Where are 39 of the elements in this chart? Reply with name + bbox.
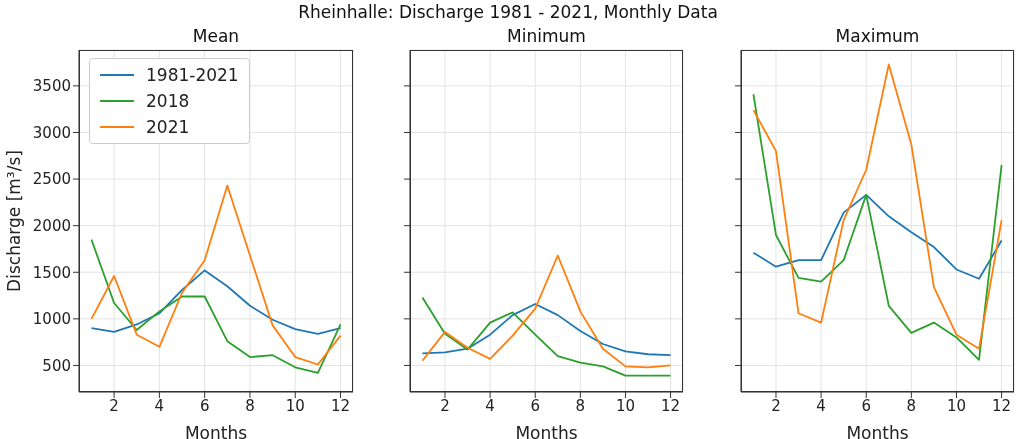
x-tick-label: 12 bbox=[661, 396, 681, 415]
text: Rheinhalle: Discharge 1981 - 2021, Monthly Data bbox=[297, 2, 719, 22]
x-tick-label: 6 bbox=[530, 396, 540, 415]
y-tick-label: 2500 bbox=[32, 170, 71, 189]
x-tick-label: 2 bbox=[109, 396, 119, 415]
x-tick-label: 10 bbox=[285, 396, 305, 415]
y-tick-label: 500 bbox=[42, 356, 71, 375]
x-tick-label: 12 bbox=[992, 396, 1012, 415]
x-tick-label: 4 bbox=[485, 396, 495, 415]
chart-title: Maximum bbox=[834, 26, 921, 46]
x-tick-label: 6 bbox=[861, 396, 871, 415]
x-axis-title: Months bbox=[184, 423, 248, 439]
y-axis-title: Discharge [m³/s] bbox=[4, 150, 25, 292]
x-tick-label: 10 bbox=[615, 396, 636, 415]
x-tick-label: 2 bbox=[771, 396, 781, 415]
x-tick-label: 12 bbox=[331, 396, 351, 415]
x-tick-label: 6 bbox=[199, 396, 210, 415]
y-tick-label: 1500 bbox=[32, 263, 71, 282]
x-tick-label: 8 bbox=[906, 396, 917, 415]
chart-title: Minimum bbox=[506, 26, 587, 46]
y-tick-label: 1000 bbox=[32, 310, 71, 329]
y-tick-label: 3000 bbox=[32, 123, 71, 142]
line-series bbox=[90, 184, 342, 366]
chart-title: Mean bbox=[191, 26, 241, 46]
legend-label: 2021 bbox=[146, 116, 190, 139]
y-tick-label: 3500 bbox=[32, 77, 71, 96]
x-axis-title: Months bbox=[515, 423, 578, 439]
legend-label: 1981-2021 bbox=[146, 64, 239, 87]
legend-label: 2018 bbox=[146, 90, 190, 113]
x-tick-label: 4 bbox=[154, 396, 165, 415]
x-tick-label: 2 bbox=[440, 396, 450, 415]
x-axis-title: Months bbox=[846, 423, 909, 439]
x-tick-label: 4 bbox=[816, 396, 826, 415]
line-series bbox=[90, 238, 342, 374]
line-series bbox=[90, 269, 342, 335]
x-tick-label: 10 bbox=[946, 396, 967, 415]
x-tick-label: 8 bbox=[245, 396, 255, 415]
x-tick-label: 8 bbox=[575, 396, 586, 415]
y-tick-label: 2000 bbox=[32, 216, 71, 235]
